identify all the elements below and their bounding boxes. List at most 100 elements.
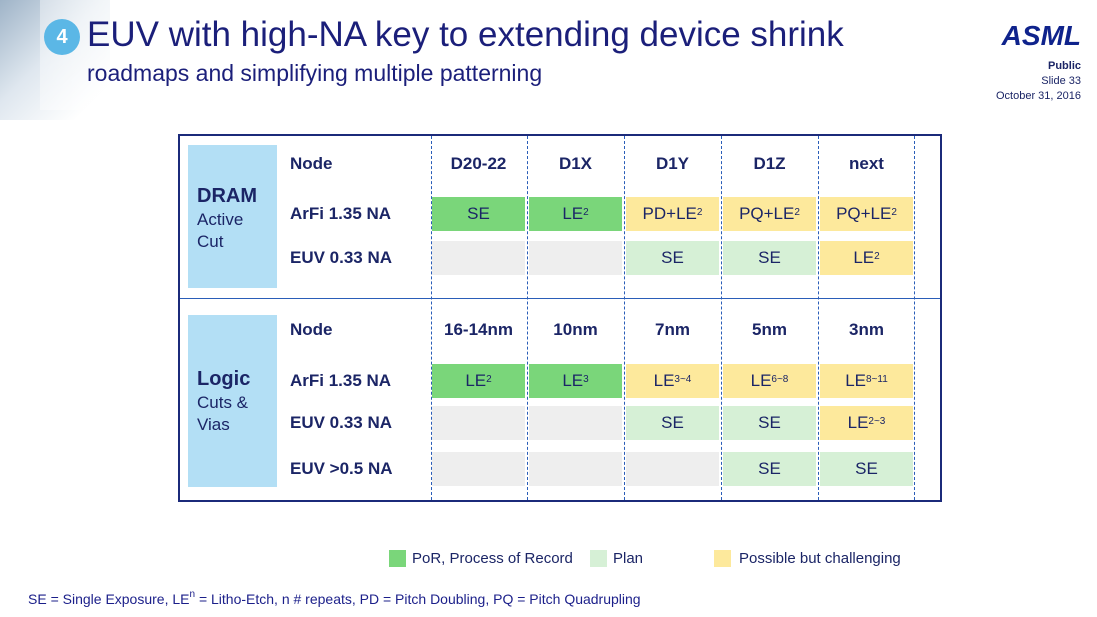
divider [624,136,625,500]
section-name: Logic [197,368,251,390]
row-label: EUV >0.5 NA [290,459,393,478]
cell-text: SE [758,459,781,478]
section-name: DRAM [197,185,257,207]
table-cell: LE 3~4 [626,364,719,398]
cell-text: LE [845,371,866,390]
cell-text: SE [661,413,684,432]
divider [818,136,819,500]
cell-sup: 6~8 [771,373,789,385]
node-header: 3nm [849,320,884,339]
row-label: EUV 0.33 NA [290,413,393,432]
cell-text: SE [661,248,684,267]
cell-sup: 2 [891,206,897,218]
cell-text: LE [750,371,772,390]
cell-text: PQ+LE [836,204,892,223]
cell-sup: 3 [583,373,589,385]
section-label-box [188,145,277,288]
legend-swatch [389,550,406,567]
cell-text: SE [758,413,781,432]
node-header: D1Y [655,154,690,173]
badge-number: 4 [56,25,68,48]
node-header: next [849,154,884,173]
divider [721,136,722,500]
cell-text: SE [467,204,490,223]
cell-text: LE [853,248,875,267]
table-cell [529,241,622,275]
cell-text: SE [855,459,878,478]
row-label: ArFi 1.35 NA [290,204,392,223]
legend-swatch [714,550,731,567]
cell-text: PQ+LE [739,204,795,223]
legend-swatch [590,550,607,567]
date: October 31, 2016 [995,90,1081,102]
cell-sup: 3~4 [674,373,692,385]
legend-label: PoR, Process of Record [412,550,573,567]
table-cell [432,452,525,486]
cell-sup: 2 [696,206,703,218]
table-cell [529,406,622,440]
slide-number: Slide 33 [1041,75,1081,87]
table-cell: SE [626,406,719,440]
cell-text: PD+LE [642,204,697,223]
table-cell: LE 2 [529,197,622,231]
node-header: D20-22 [450,154,507,173]
cell-text: LE [653,371,675,390]
section-divider [180,298,940,299]
table-cell: SE [626,241,719,275]
table-cell: SE [723,241,816,275]
cell-sup: 8~11 [866,373,888,385]
node-header: 5nm [752,320,787,339]
node-header: D1Z [753,154,786,173]
section-label-box [188,315,277,487]
node-header: 7nm [655,320,690,339]
cell-text: LE [465,371,487,390]
logo: ASML [1001,20,1081,51]
row-label: ArFi 1.35 NA [290,371,392,390]
classification: Public [1047,60,1081,72]
row-label: EUV 0.33 NA [290,248,393,267]
cell-sup: 2 [583,206,589,218]
section-detail: Cuts & [197,393,249,412]
table-cell: LE 2~3 [820,406,913,440]
table-cell [432,241,525,275]
cell-text: LE [562,204,584,223]
node-label: Node [290,320,333,339]
cell-sup: 2 [486,373,492,385]
node-header: D1X [558,154,593,173]
subtitle: roadmaps and simplifying multiple patter… [87,60,543,86]
table-cell: PQ+LE 2 [723,197,816,231]
cell-text: LE [847,413,869,432]
table-cell: LE 2 [820,241,913,275]
cell-sup: 2 [874,250,880,262]
footnote-text: = Litho-Etch, n # repeats, PD = Pitch Do… [195,591,641,607]
cell-sup: 2 [794,206,800,218]
title: EUV with high-NA key to extending device… [87,15,844,54]
cell-text: LE [562,371,584,390]
section-detail: Vias [197,415,230,434]
table-cell: PQ+LE 2 [820,197,913,231]
node-label: Node [290,154,333,173]
divider [527,136,528,500]
table-cell: SE [432,197,525,231]
roadmap-table [178,134,942,502]
table-cell: LE 8~11 [820,364,913,398]
node-header: 16-14nm [444,320,513,339]
legend-label: Possible but challenging [739,550,901,567]
footnote-text: SE = Single Exposure, LE [28,591,190,607]
table-cell [529,452,622,486]
footnote-sup: n [189,589,196,600]
divider [431,136,432,500]
table-cell: LE 6~8 [723,364,816,398]
table-cell [432,406,525,440]
legend-label: Plan [613,550,644,567]
table-cell: SE [820,452,913,486]
cell-sup: 2~3 [868,415,886,427]
section-detail: Active [197,210,244,229]
table-cell: LE 3 [529,364,622,398]
node-header: 10nm [553,320,598,339]
section-detail: Cut [197,232,224,251]
table-cell: SE [723,406,816,440]
cell-text: SE [758,248,781,267]
divider [914,136,915,500]
